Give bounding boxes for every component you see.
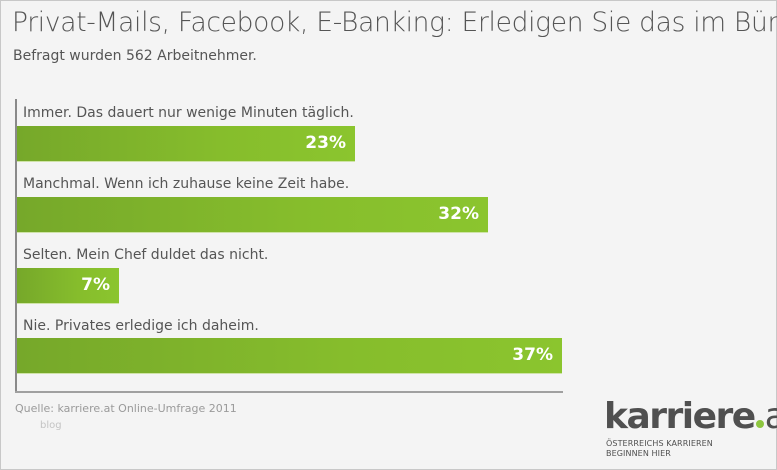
logo-dot-icon bbox=[755, 420, 764, 428]
y-axis-line bbox=[15, 99, 17, 393]
bar-nie: 37% bbox=[17, 338, 562, 374]
logo-tld: at bbox=[764, 396, 777, 437]
bar-selten: 7% bbox=[17, 268, 119, 304]
logo-word: karriere bbox=[604, 396, 756, 437]
bar-label-manchmal: Manchmal. Wenn ich zuhause keine Zeit ha… bbox=[23, 176, 350, 192]
karriere-logo: karriereat ÖSTERREICHS KARRIEREN BEGINNE… bbox=[604, 397, 777, 463]
bar-manchmal: 32% bbox=[17, 197, 488, 233]
chart-subtitle: Befragt wurden 562 Arbeitnehmer. bbox=[13, 48, 257, 64]
logo-wordmark: karriereat bbox=[604, 397, 777, 437]
bar-value: 7% bbox=[81, 275, 110, 295]
bar-value: 23% bbox=[305, 133, 346, 153]
blog-watermark: blog bbox=[40, 420, 62, 431]
logo-tagline: ÖSTERREICHS KARRIEREN BEGINNEN HIER bbox=[606, 439, 713, 459]
bar-label-immer: Immer. Das dauert nur wenige Minuten täg… bbox=[23, 105, 354, 121]
bar-immer: 23% bbox=[17, 126, 355, 162]
x-axis-line bbox=[15, 391, 563, 393]
bar-value: 32% bbox=[438, 204, 479, 224]
bar-value: 37% bbox=[512, 345, 553, 365]
bar-label-nie: Nie. Privates erledige ich daheim. bbox=[23, 318, 259, 334]
logo-tagline-line-1: ÖSTERREICHS KARRIEREN bbox=[606, 439, 713, 448]
chart-title: Privat-Mails, Facebook, E-Banking: Erled… bbox=[12, 7, 777, 38]
source-note: Quelle: karriere.at Online-Umfrage 2011 bbox=[15, 402, 237, 415]
logo-tagline-line-2: BEGINNEN HIER bbox=[606, 449, 671, 458]
bar-label-selten: Selten. Mein Chef duldet das nicht. bbox=[23, 247, 269, 263]
